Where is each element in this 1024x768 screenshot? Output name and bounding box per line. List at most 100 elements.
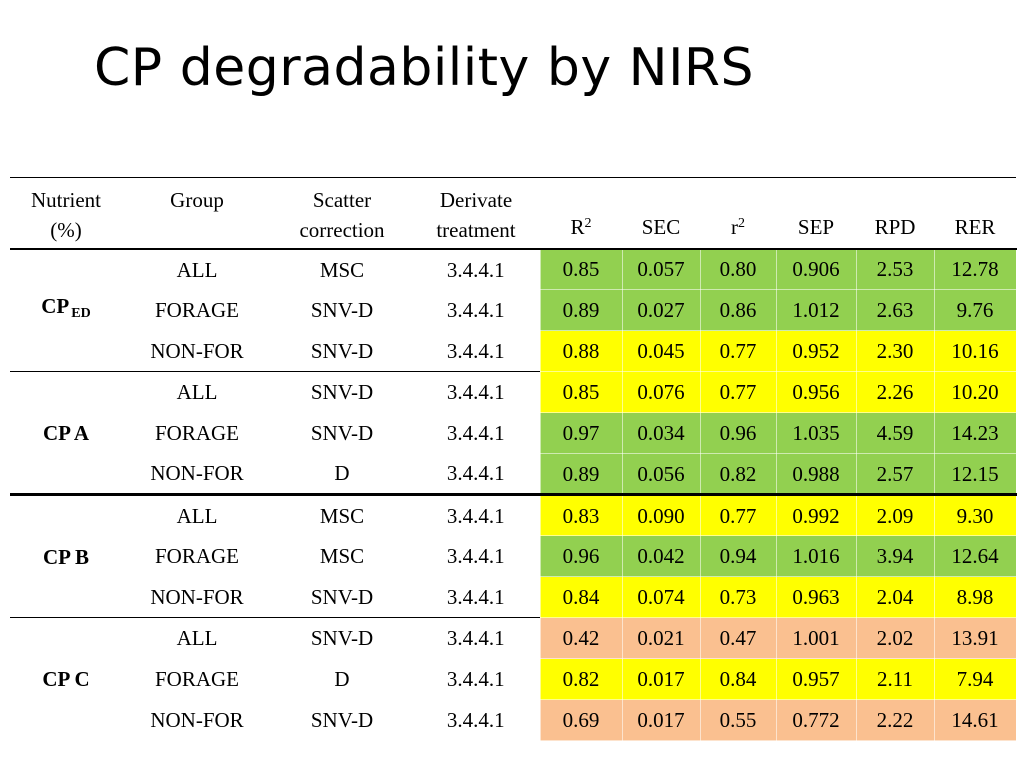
sep-cell: 1.016 [775, 535, 857, 577]
nutrient-label: CP ED [10, 249, 122, 372]
header-sec: SEC [641, 214, 681, 239]
rer-cell: 9.30 [933, 494, 1017, 536]
header-rr2-base: r [731, 214, 738, 239]
nutrient-label: CP C [10, 618, 122, 741]
derivate-cell: 3.4.4.1 [446, 503, 505, 528]
nutrient-name: CP C [42, 667, 90, 692]
sec-cell: 0.074 [621, 576, 701, 618]
group-cell: ALL [176, 257, 218, 282]
rr2-cell: 0.94 [699, 535, 777, 577]
table-row: CP A ALL SNV-D 3.4.4.1 0.85 0.076 0.77 0.956 2.2… [10, 371, 1017, 445]
r2-cell: 0.96 [539, 535, 623, 577]
group-cell: FORAGE [154, 544, 239, 568]
sep-cell: 0.963 [775, 576, 857, 618]
rer-cell: 9.76 [933, 289, 1017, 331]
table-row: NON-FOR SNV-D 3.4.4.1 0.69 0.017 0.55 0.772 2.2… [10, 699, 1017, 741]
derivate-cell: 3.4.4.1 [446, 298, 505, 322]
sec-cell: 0.017 [621, 699, 701, 741]
nirs-results-table: Nutrient (%) Group Scatter correction De… [10, 177, 1017, 741]
header-rer: RER [954, 214, 996, 239]
rr2-cell: 0.96 [699, 412, 777, 454]
header-rr2: r2 [700, 178, 776, 249]
r2-cell: 0.88 [539, 330, 623, 372]
rpd-cell: 2.22 [855, 699, 935, 741]
derivate-cell: 3.4.4.1 [446, 544, 505, 568]
rer-cell: 14.23 [933, 412, 1017, 454]
rr2-cell: 0.77 [699, 494, 777, 536]
sec-cell: 0.076 [621, 371, 701, 413]
sep-cell: 0.988 [775, 453, 857, 495]
rr2-cell: 0.80 [699, 248, 777, 290]
scatter-cell: SNV-D [310, 626, 374, 651]
derivate-cell: 3.4.4.1 [446, 584, 505, 609]
header-rpd: RPD [874, 214, 916, 239]
group-cell: NON-FOR [150, 338, 244, 363]
sep-cell: 0.992 [775, 494, 857, 536]
header-group: Group [122, 178, 272, 249]
header-r2: R2 [540, 178, 622, 249]
derivate-cell: 3.4.4.1 [446, 380, 505, 405]
r2-cell: 0.85 [539, 248, 623, 290]
rer-cell: 13.91 [933, 617, 1017, 659]
rpd-cell: 2.04 [855, 576, 935, 618]
header-r2-sup: 2 [584, 215, 592, 231]
derivate-cell: 3.4.4.1 [446, 257, 505, 282]
group-cell: NON-FOR [150, 708, 244, 732]
table-row: CP B ALL MSC 3.4.4.1 0.83 0.090 0.77 0.992 2.09 9… [10, 494, 1017, 569]
sec-cell: 0.045 [621, 330, 701, 372]
sep-cell: 1.012 [775, 289, 857, 331]
nutrient-name: CP [41, 294, 70, 319]
rr2-cell: 0.73 [699, 576, 777, 618]
rer-cell: 10.16 [933, 330, 1017, 372]
row-group: CP C ALL SNV-D 3.4.4.1 0.42 0.021 0.47 1.001 2.0… [10, 617, 1017, 741]
sep-cell: 0.957 [775, 658, 857, 700]
group-cell: ALL [176, 626, 218, 651]
rr2-cell: 0.82 [699, 453, 777, 495]
r2-cell: 0.83 [539, 494, 623, 536]
header-nutrient-line1: Nutrient [31, 188, 101, 212]
rr2-cell: 0.47 [699, 617, 777, 659]
group-cell: FORAGE [154, 421, 239, 445]
header-row: Nutrient (%) Group Scatter correction De… [10, 177, 1016, 249]
scatter-cell: SNV-D [310, 380, 374, 405]
rpd-cell: 2.57 [855, 453, 935, 495]
table-row: FORAGE MSC 3.4.4.1 0.96 0.042 0.94 1.016 3.94 12… [10, 535, 1017, 577]
r2-cell: 0.82 [539, 658, 623, 700]
sec-cell: 0.027 [621, 289, 701, 331]
header-group-label: Group [170, 188, 224, 212]
sec-cell: 0.056 [621, 453, 701, 495]
rer-cell: 7.94 [933, 658, 1017, 700]
derivate-cell: 3.4.4.1 [446, 708, 505, 732]
derivate-cell: 3.4.4.1 [446, 338, 505, 363]
group-cell: FORAGE [154, 667, 239, 691]
sec-cell: 0.021 [621, 617, 701, 659]
rer-cell: 12.15 [933, 453, 1017, 495]
table-row: FORAGE D 3.4.4.1 0.82 0.017 0.84 0.957 2.11 7.94 [10, 658, 1017, 700]
scatter-cell: MSC [319, 257, 365, 282]
sep-cell: 0.956 [775, 371, 857, 413]
r2-cell: 0.84 [539, 576, 623, 618]
row-group: CP ED ALL MSC 3.4.4.1 0.85 0.057 0.80 0.906 2.53 1… [10, 248, 1017, 372]
sec-cell: 0.090 [621, 494, 701, 536]
group-cell: ALL [176, 503, 218, 528]
r2-cell: 0.97 [539, 412, 623, 454]
header-scatter-line2: correction [299, 218, 385, 242]
r2-cell: 0.69 [539, 699, 623, 741]
scatter-cell: D [334, 461, 350, 486]
rpd-cell: 3.94 [855, 535, 935, 577]
r2-cell: 0.42 [539, 617, 623, 659]
table-row: NON-FOR D 3.4.4.1 0.89 0.056 0.82 0.988 2.57 12.… [10, 453, 1017, 495]
rpd-cell: 4.59 [855, 412, 935, 454]
rer-cell: 10.20 [933, 371, 1017, 413]
derivate-cell: 3.4.4.1 [446, 667, 505, 691]
sep-cell: 0.906 [775, 248, 857, 290]
rpd-cell: 2.53 [855, 248, 935, 290]
group-cell: NON-FOR [150, 584, 244, 609]
sec-cell: 0.042 [621, 535, 701, 577]
header-scatter: Scatter correction [272, 178, 412, 249]
nutrient-label: CP B [10, 495, 122, 618]
sec-cell: 0.057 [621, 248, 701, 290]
derivate-cell: 3.4.4.1 [446, 461, 505, 486]
table-row: FORAGE SNV-D 3.4.4.1 0.89 0.027 0.86 1.012 2.63… [10, 289, 1017, 331]
scatter-cell: SNV-D [310, 421, 374, 445]
